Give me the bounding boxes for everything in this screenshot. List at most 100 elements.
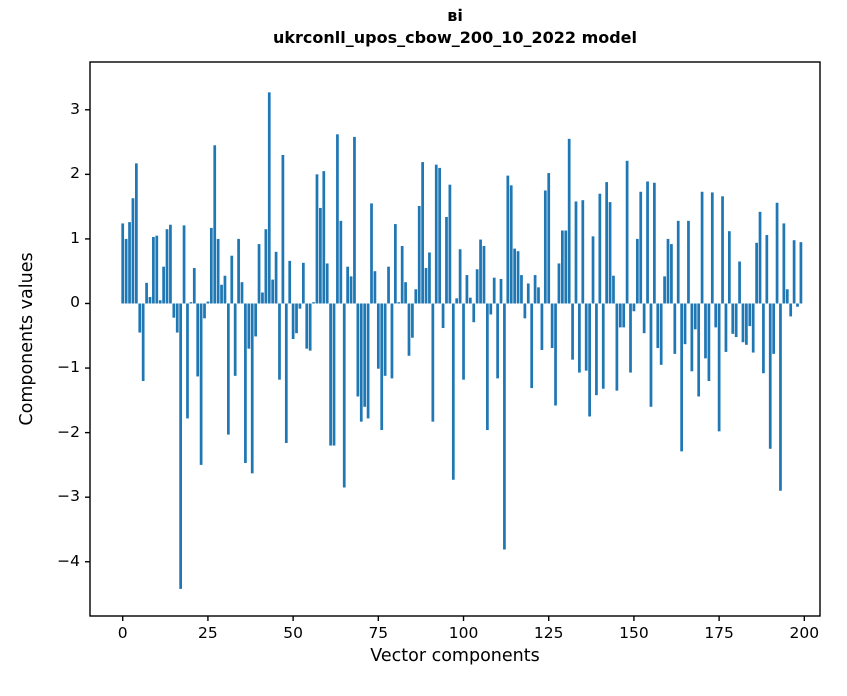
bar [404, 282, 407, 304]
bar [322, 171, 326, 304]
x-axis-label: Vector components [370, 646, 540, 666]
x-tick-label: 25 [198, 624, 218, 642]
bar [622, 303, 626, 328]
bar [336, 134, 339, 304]
bar [342, 303, 346, 488]
bar [765, 235, 769, 304]
bar [496, 303, 499, 379]
bar [632, 303, 636, 312]
bar [785, 289, 789, 304]
y-tick-label: −3 [57, 487, 80, 506]
bar [158, 300, 162, 304]
bar [451, 303, 455, 480]
bar [571, 303, 574, 360]
bar-series [121, 92, 803, 589]
bar [690, 303, 694, 372]
bar [261, 292, 264, 304]
bar [431, 303, 435, 422]
bar [366, 303, 370, 419]
bar [233, 303, 237, 376]
bar [700, 191, 704, 304]
bar [796, 303, 799, 307]
bar [278, 303, 281, 380]
bar [533, 275, 537, 304]
x-tick-label: 100 [448, 624, 479, 642]
bar [203, 303, 206, 319]
bar [547, 173, 551, 304]
bar [438, 167, 442, 304]
bar [441, 303, 445, 329]
bar [308, 303, 312, 351]
bar [346, 266, 350, 304]
bar [697, 303, 701, 397]
x-tick-label: 175 [704, 624, 734, 642]
bar [581, 200, 585, 304]
bar [479, 239, 482, 304]
bar [673, 303, 677, 354]
chart-title: ві ukrconll_upos_cbow_200_10_2022 model [90, 5, 820, 49]
bar [359, 303, 363, 422]
x-tick-label: 75 [368, 624, 389, 642]
bar [509, 185, 513, 304]
bar [629, 303, 632, 373]
bar [141, 303, 145, 381]
bar [227, 303, 230, 435]
bar [271, 279, 275, 304]
bar [486, 303, 489, 431]
bar [414, 289, 418, 304]
bar [189, 302, 193, 304]
bar [458, 249, 462, 304]
bar [588, 303, 591, 417]
bar [315, 174, 319, 304]
bar [567, 138, 571, 304]
bar [291, 303, 295, 339]
bar [656, 303, 660, 349]
bar [465, 275, 469, 304]
bar [489, 303, 493, 315]
bar [394, 224, 397, 304]
bar [574, 201, 578, 304]
bar [363, 303, 367, 407]
bar [237, 238, 240, 304]
bar [152, 236, 155, 304]
bar [680, 303, 683, 452]
bar [714, 303, 718, 328]
bar [560, 230, 564, 304]
bar [792, 240, 796, 304]
bar [779, 303, 782, 491]
bar [298, 303, 302, 309]
bar [186, 303, 189, 419]
bar [131, 198, 135, 304]
bar [411, 303, 414, 338]
x-tick-label: 0 [117, 624, 128, 642]
bar [601, 303, 605, 389]
bar [162, 266, 165, 304]
bar [554, 303, 557, 406]
bar [564, 230, 568, 304]
bar [434, 164, 438, 304]
y-axis-label: Components values [17, 252, 37, 426]
bar [400, 246, 404, 304]
bar [653, 182, 656, 304]
bar [134, 163, 138, 304]
bar [424, 267, 428, 304]
bar [745, 303, 748, 345]
y-tick-label: 0 [70, 293, 80, 312]
bar [417, 205, 421, 304]
bar [738, 261, 741, 304]
bar [578, 303, 581, 373]
bar [717, 303, 721, 432]
bar [397, 302, 401, 304]
bar [257, 244, 261, 304]
bar [213, 145, 217, 304]
bar [428, 252, 431, 304]
bar [356, 303, 360, 397]
y-tick-label: 3 [70, 99, 80, 118]
bar [319, 207, 322, 304]
bar [264, 229, 268, 304]
bar [223, 275, 227, 304]
x-tick-label: 200 [789, 624, 820, 642]
bar [169, 224, 172, 304]
plot-border [89, 61, 821, 617]
